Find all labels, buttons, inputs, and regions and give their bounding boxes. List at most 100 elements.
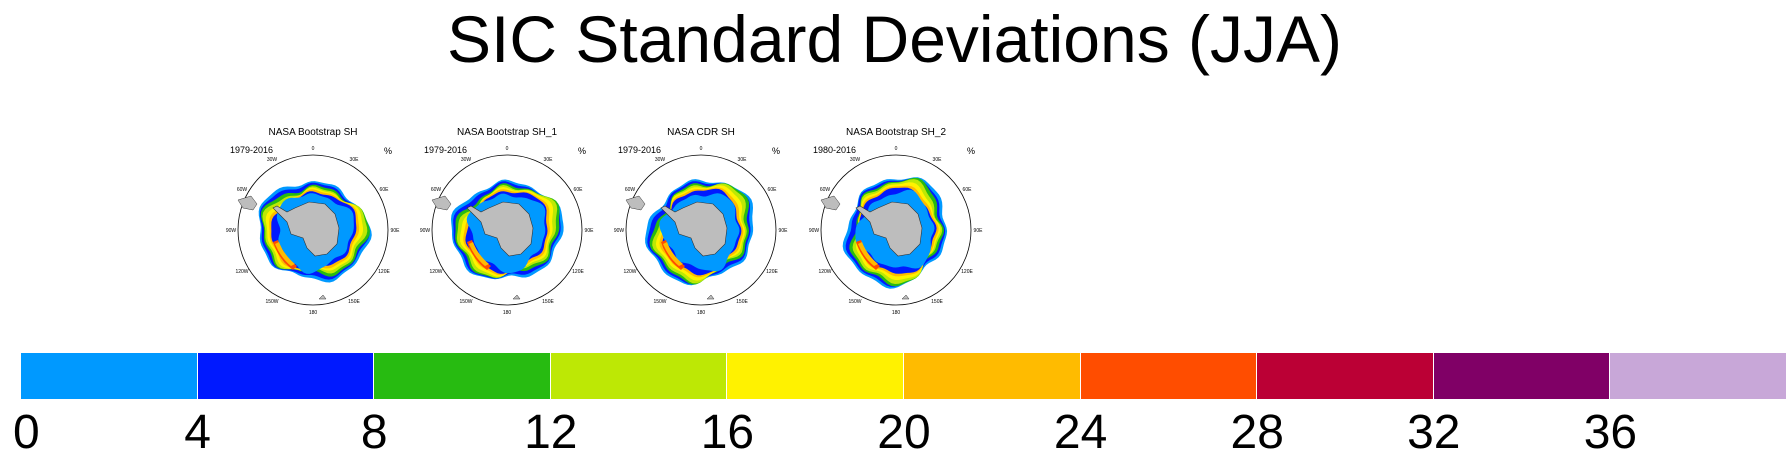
colorbar-tick-label: 36 xyxy=(1583,406,1638,459)
longitude-label-180: 180 xyxy=(309,310,318,316)
colorbar-tick-label: 20 xyxy=(877,406,931,459)
longitude-label-90e: 90E xyxy=(779,228,789,234)
longitude-label-150w: 150W xyxy=(265,299,278,305)
colorbar-box xyxy=(904,353,1081,399)
longitude-label-120w: 120W xyxy=(429,269,442,275)
longitude-label-150w: 150W xyxy=(848,299,861,305)
south-america-land xyxy=(237,195,258,211)
longitude-label-60e: 60E xyxy=(963,187,973,193)
longitude-label-60w: 60W xyxy=(820,187,831,193)
polar-map: 180 150E 120E 90E 60E 30E 0 30W 60W 90W 120W 150W xyxy=(614,146,789,316)
colorbar-tick-label: 28 xyxy=(1230,406,1284,459)
colorbar-box xyxy=(727,353,904,399)
longitude-label-180: 180 xyxy=(892,310,901,316)
panel-period: 1979-2016 xyxy=(618,145,662,155)
antarctica-land xyxy=(660,201,728,257)
longitude-label-60e: 60E xyxy=(574,187,584,193)
colorbar-tick-label: 0 xyxy=(12,406,40,459)
longitude-label-120e: 120E xyxy=(961,269,973,275)
longitude-label-90e: 90E xyxy=(974,228,984,234)
longitude-label-120e: 120E xyxy=(572,269,584,275)
new-zealand-land xyxy=(512,294,521,300)
colorbar-box xyxy=(1257,353,1434,399)
longitude-label-90w: 90W xyxy=(809,228,820,234)
new-zealand-land xyxy=(318,294,327,300)
colorbar-tick-label: 24 xyxy=(1053,406,1108,459)
longitude-label-30w: 30W xyxy=(461,157,472,163)
longitude-label-30w: 30W xyxy=(655,157,666,163)
longitude-label-60e: 60E xyxy=(380,187,390,193)
longitude-label-0: 0 xyxy=(506,146,509,152)
colorbar-box xyxy=(1433,353,1611,399)
sic-high-variability-inner xyxy=(858,242,878,266)
longitude-label-120w: 120W xyxy=(623,269,636,275)
longitude-label-150w: 150W xyxy=(459,299,472,305)
polar-map: 180 150E 120E 90E 60E 30E 0 30W 60W 90W 120W 150W xyxy=(226,146,401,316)
longitude-label-150e: 150E xyxy=(542,299,554,305)
panel-title: NASA Bootstrap SH xyxy=(268,127,358,138)
map-panel: 180 150E 120E 90E 60E 30E 0 30W 60W 90W 120W 150W NA… xyxy=(801,125,991,325)
panel-units: % xyxy=(578,146,587,156)
figure-title: SIC Standard Deviations (JJA) xyxy=(446,2,1343,76)
longitude-label-30e: 30E xyxy=(738,157,748,163)
longitude-label-90w: 90W xyxy=(420,228,431,234)
longitude-label-60w: 60W xyxy=(237,187,248,193)
longitude-label-180: 180 xyxy=(697,310,706,316)
panel-period: 1979-2016 xyxy=(230,145,274,155)
panel-units: % xyxy=(772,146,781,156)
sic-high-variability-inner xyxy=(275,242,295,266)
new-zealand-land xyxy=(901,294,910,300)
colorbar-box xyxy=(550,353,728,399)
colorbar-tick-label: 12 xyxy=(524,406,578,459)
longitude-label-0: 0 xyxy=(312,146,315,152)
longitude-label-90e: 90E xyxy=(391,228,401,234)
longitude-label-30e: 30E xyxy=(933,157,943,163)
colorbar-tick-label: 32 xyxy=(1407,406,1461,459)
longitude-label-90e: 90E xyxy=(585,228,595,234)
polar-map: 180 150E 120E 90E 60E 30E 0 30W 60W 90W 120W 150W xyxy=(420,146,595,316)
longitude-label-90w: 90W xyxy=(226,228,237,234)
south-america-land xyxy=(820,195,841,211)
longitude-label-60w: 60W xyxy=(625,187,636,193)
polar-map: 180 150E 120E 90E 60E 30E 0 30W 60W 90W 120W 150W xyxy=(809,146,984,316)
longitude-label-180: 180 xyxy=(503,310,512,316)
longitude-label-120w: 120W xyxy=(235,269,248,275)
antarctica-land xyxy=(466,201,534,257)
longitude-label-150e: 150E xyxy=(931,299,943,305)
panel-title: NASA CDR SH xyxy=(667,127,735,138)
panel-title: NASA Bootstrap SH_1 xyxy=(456,127,558,138)
new-zealand-land xyxy=(706,294,715,300)
panel-units: % xyxy=(967,146,976,156)
colorbar-box xyxy=(1080,353,1258,399)
colorbar-tick-label: 8 xyxy=(360,406,388,459)
map-panel: 180 150E 120E 90E 60E 30E 0 30W 60W 90W 120W 150W NA… xyxy=(218,125,408,325)
longitude-label-0: 0 xyxy=(700,146,703,152)
longitude-label-0: 0 xyxy=(895,146,898,152)
longitude-label-30w: 30W xyxy=(850,157,861,163)
sic-high-variability-inner xyxy=(663,242,683,266)
longitude-label-150e: 150E xyxy=(736,299,748,305)
colorbar-box xyxy=(1610,353,1787,399)
longitude-label-60w: 60W xyxy=(431,187,442,193)
longitude-label-30w: 30W xyxy=(267,157,278,163)
south-america-land xyxy=(625,195,646,211)
colorbar-box xyxy=(374,353,551,399)
colorbar xyxy=(21,353,1787,399)
longitude-label-30e: 30E xyxy=(544,157,554,163)
longitude-label-150w: 150W xyxy=(653,299,666,305)
panel-title: NASA Bootstrap SH_2 xyxy=(845,127,947,138)
colorbar-tick-label: 16 xyxy=(700,406,755,459)
longitude-label-30e: 30E xyxy=(350,157,360,163)
longitude-label-120e: 120E xyxy=(766,269,778,275)
longitude-label-120w: 120W xyxy=(818,269,831,275)
map-panel: 180 150E 120E 90E 60E 30E 0 30W 60W 90W 120W 150W NA… xyxy=(606,125,796,325)
sic-high-variability-inner xyxy=(469,242,489,266)
colorbar-tick-label: 4 xyxy=(184,406,211,459)
longitude-label-150e: 150E xyxy=(348,299,360,305)
colorbar-box xyxy=(197,353,375,399)
map-panel: 180 150E 120E 90E 60E 30E 0 30W 60W 90W 120W 150W NA… xyxy=(412,125,602,325)
antarctica-land xyxy=(272,201,340,257)
longitude-label-60e: 60E xyxy=(768,187,778,193)
south-america-land xyxy=(431,195,452,211)
panel-units: % xyxy=(384,146,393,156)
